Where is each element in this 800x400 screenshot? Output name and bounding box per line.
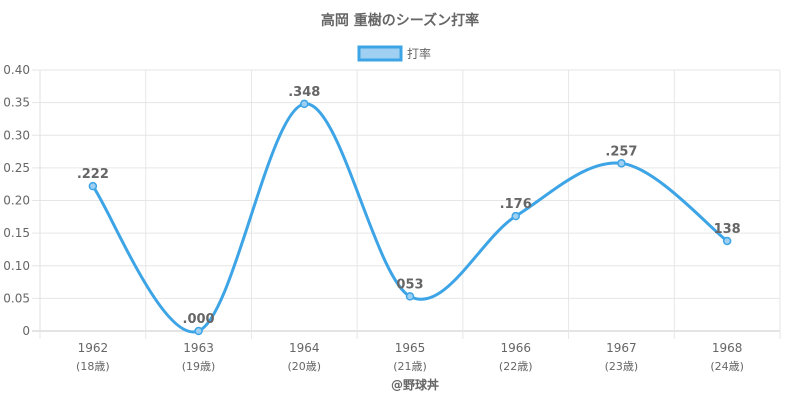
credit-text: @野球丼: [391, 377, 439, 392]
y-tick-label: 0.40: [3, 63, 30, 77]
data-point: [300, 99, 309, 109]
y-tick-label: 0.20: [3, 194, 30, 208]
x-tick-sublabel: (22歳): [499, 360, 533, 373]
y-tick-label: 0.35: [3, 96, 30, 110]
data-label: .348: [288, 85, 320, 100]
data-point: [88, 181, 98, 191]
x-tick-label: 1965: [395, 341, 426, 355]
x-tick-sublabel: (21歳): [393, 360, 427, 373]
data-label: .222: [77, 167, 109, 182]
y-tick-label: 0.15: [3, 226, 30, 240]
y-tick-label: 0.25: [3, 161, 30, 175]
chart-title: 高岡 重樹のシーズン打率: [321, 12, 479, 29]
x-tick-label: 1964: [289, 341, 320, 355]
legend-label: 打率: [407, 46, 431, 61]
data-point: [194, 326, 203, 336]
x-tick-label: 1967: [606, 341, 637, 355]
legend[interactable]: 打率: [357, 45, 431, 62]
legend-swatch: [357, 45, 403, 62]
y-tick-label: 0: [22, 324, 30, 338]
y-tick-label: 0.10: [3, 259, 30, 273]
x-tick-sublabel: (18歳): [76, 360, 110, 373]
data-label: 138: [714, 222, 741, 237]
y-axis: 0 0.05 0.10 0.15 0.20 0.25 0.30 0.35 0.40: [3, 63, 30, 338]
x-tick-label: 1963: [183, 341, 214, 355]
data-label: .257: [605, 144, 637, 159]
x-tick-label: 1968: [712, 341, 743, 355]
y-tick-label: 0.05: [3, 291, 30, 305]
x-tick-label: 1962: [78, 341, 109, 355]
data-point: [405, 292, 415, 301]
data-point: [511, 211, 520, 221]
data-points: [88, 99, 732, 336]
x-tick-sublabel: (20歳): [287, 360, 321, 373]
data-label: .176: [500, 197, 532, 212]
x-tick-sublabel: (24歳): [710, 360, 744, 373]
y-tick-label: 0.30: [3, 128, 30, 142]
grid-lines: [32, 69, 781, 339]
data-point: [617, 159, 626, 168]
x-tick-sublabel: (23歳): [605, 360, 639, 373]
data-labels: .222 .000 .348 053 .176 .257 138: [77, 85, 741, 327]
x-axis: 1962 (18歳) 1963 (19歳) 1964 (20歳) 1965 (21歳) 1966…: [76, 341, 744, 373]
data-label: .000: [183, 312, 215, 327]
data-label: 053: [396, 277, 423, 292]
data-point: [722, 236, 732, 246]
x-tick-sublabel: (19歳): [182, 360, 216, 373]
x-tick-label: 1966: [500, 341, 531, 355]
